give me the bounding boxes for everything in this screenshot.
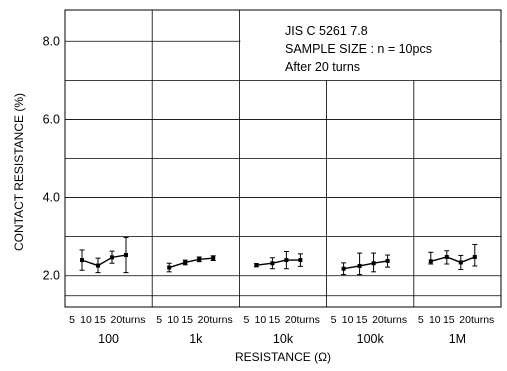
annotation-line-1: JIS C 5261 7.8	[285, 24, 368, 38]
data-point	[211, 256, 216, 261]
panel-label-10k: 10k	[273, 332, 294, 346]
turn-label: 5	[418, 314, 424, 326]
data-point	[428, 259, 433, 264]
data-point	[444, 254, 449, 259]
series-line	[168, 257, 214, 269]
data-point	[183, 260, 188, 265]
data-point	[167, 265, 172, 270]
annotation-box: JIS C 5261 7.8 SAMPLE SIZE : n = 10pcs A…	[285, 24, 432, 74]
panel-dividers	[151, 10, 415, 307]
turn-label: 20turns	[285, 314, 320, 326]
turn-label: 15	[356, 314, 368, 326]
data-point	[472, 254, 477, 259]
data-point	[284, 258, 289, 263]
y-tick-label: 6.0	[43, 112, 60, 126]
series-panel-100k	[341, 252, 391, 276]
data-point	[458, 260, 463, 265]
turn-label: 15	[94, 314, 106, 326]
series-panel-10k	[253, 251, 303, 270]
y-axis-ticks: 2.0 4.0 6.0 8.0	[43, 34, 60, 282]
series-line	[81, 254, 127, 267]
turn-label: 10	[429, 314, 441, 326]
x-turn-labels: 5 10 15 20turns 5 10 15 20turns 5 10 15 20turns 5 10 1…	[69, 314, 494, 326]
series-line	[430, 256, 476, 264]
turn-label: 5	[331, 314, 337, 326]
turn-label: 15	[181, 314, 193, 326]
turn-label: 10	[342, 314, 354, 326]
turn-label: 20turns	[110, 314, 145, 326]
turn-label: 20turns	[198, 314, 233, 326]
series-panel-1k	[166, 255, 216, 273]
turn-label: 10	[80, 314, 92, 326]
data-point	[254, 263, 259, 268]
panel-label-100k: 100k	[357, 332, 385, 346]
panel-label-1M: 1M	[449, 332, 466, 346]
data-point	[371, 261, 376, 266]
turn-label: 10	[167, 314, 179, 326]
y-tick-label: 4.0	[43, 191, 60, 205]
turn-label: 15	[443, 314, 455, 326]
plot-frame	[64, 9, 502, 308]
turn-label: 5	[69, 314, 75, 326]
grid-layer	[65, 11, 501, 297]
x-axis-label: RESISTANCE (Ω)	[235, 350, 331, 364]
data-point	[80, 258, 84, 263]
turn-label: 20turns	[372, 314, 407, 326]
y-tick-label: 8.0	[43, 34, 60, 48]
turn-label: 10	[255, 314, 267, 326]
series-line	[256, 259, 301, 266]
turn-label: 5	[243, 314, 249, 326]
turn-label: 20turns	[459, 314, 494, 326]
turn-label: 15	[269, 314, 281, 326]
data-point	[124, 253, 128, 258]
y-tick-label: 2.0	[43, 269, 60, 283]
x-panel-labels: 100 1k 10k 100k 1M	[98, 332, 466, 346]
data-point	[298, 258, 303, 263]
series-line	[343, 260, 388, 270]
data-point	[341, 266, 346, 271]
panel-label-100: 100	[98, 332, 119, 346]
y-axis-label: CONTACT RESISTANCE (%)	[12, 93, 26, 251]
series-layer	[79, 236, 478, 276]
annotation-line-3: After 20 turns	[285, 60, 360, 74]
data-point	[197, 257, 202, 262]
data-point	[357, 263, 362, 268]
series-panel-1M	[428, 243, 478, 270]
annotation-box-fill	[240, 11, 500, 80]
annotation-line-2: SAMPLE SIZE : n = 10pcs	[285, 42, 432, 56]
data-point	[96, 263, 100, 268]
panel-label-1k: 1k	[189, 332, 203, 346]
data-point	[270, 261, 275, 266]
series-panel-100	[79, 236, 129, 274]
data-point	[110, 255, 114, 260]
turn-label: 5	[156, 314, 162, 326]
data-point	[385, 258, 390, 263]
